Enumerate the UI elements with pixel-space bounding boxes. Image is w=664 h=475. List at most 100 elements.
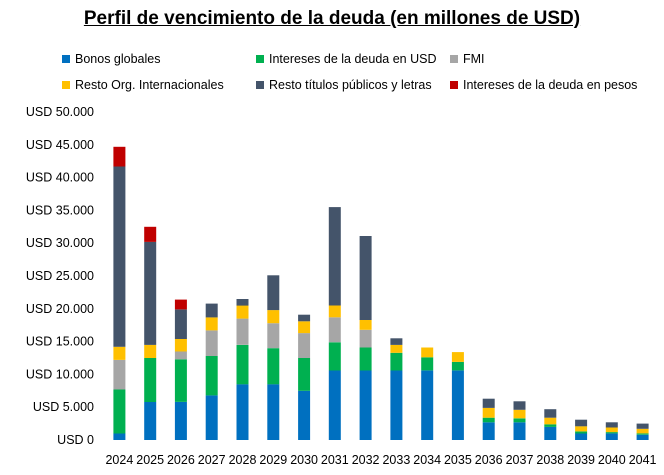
bar-segment [298,358,311,391]
bar-segment [451,361,464,371]
y-tick-label: USD 20.000 [26,302,94,316]
legend-swatch [256,81,264,89]
bar-segment [298,390,311,440]
bar-segment [236,384,249,440]
bar-segment [636,428,649,434]
bar-segment [113,166,126,347]
y-tick-label: USD 25.000 [26,269,94,283]
bar-segment [236,305,249,319]
bar-segment [174,299,187,310]
legend-item: Resto títulos públicos y letras [256,78,432,92]
bar-segment [513,409,526,419]
bar-segment [328,305,341,318]
x-tick-label: 2024 [105,453,133,467]
bar-segment [298,333,311,358]
bar-segment [359,329,372,348]
bar-segment [636,434,649,440]
bar-segment [359,347,372,371]
bar-segment [451,370,464,440]
bar-segment [267,384,280,440]
legend-swatch [62,81,70,89]
bar-segment [575,426,588,432]
legend-label: FMI [463,52,485,66]
bar-segment [298,314,311,322]
x-tick-label: 2027 [198,453,226,467]
legend-label: Bonos globales [75,52,161,66]
x-tick-label: 2035 [444,453,472,467]
bar-segment [267,310,280,324]
bar-segment [267,323,280,349]
bar-segment [605,427,618,433]
bar-segment [513,418,526,423]
y-tick-label: USD 15.000 [26,335,94,349]
y-tick-label: USD 10.000 [26,367,94,381]
bar-segment [605,422,618,428]
bar-segment [328,342,341,371]
bar-segment [144,241,157,345]
legend-item: Resto Org. Internacionales [62,78,224,92]
bar-segment [236,318,249,345]
bar-segment [267,348,280,385]
bar-segment [174,309,187,339]
bar-segment [482,407,495,418]
x-tick-label: 2041 [629,453,657,467]
bar-segment [144,402,157,440]
bar-segment [113,360,126,390]
x-tick-label: 2026 [167,453,195,467]
bar-segment [113,146,126,167]
bar-segment [328,317,341,343]
y-tick-label: USD 35.000 [26,203,94,217]
x-tick-label: 2032 [352,453,380,467]
bar-segment [482,417,495,423]
bar-segment [174,351,187,360]
bar-segment [544,424,557,427]
x-tick-label: 2036 [475,453,503,467]
x-tick-label: 2031 [321,453,349,467]
x-tick-label: 2030 [290,453,318,467]
bar-segment [605,433,618,440]
bar-segment [544,426,557,440]
bar-segment [328,370,341,440]
y-tick-label: USD 0 [57,433,94,447]
bar-segment [267,275,280,311]
legend-swatch [256,55,264,63]
x-tick-label: 2037 [506,453,534,467]
bar-segment [390,352,403,371]
bar-segment [421,347,434,358]
bar-segment [205,303,218,318]
bar-segment [544,417,557,425]
legend-swatch [450,55,458,63]
x-tick-label: 2025 [136,453,164,467]
x-tick-label: 2034 [413,453,441,467]
bar-segment [113,389,126,434]
bar-segment [421,370,434,440]
bar-segment [513,422,526,440]
legend-label: Intereses de la deuda en pesos [463,78,638,92]
bar-segment [236,299,249,306]
legend-swatch [62,55,70,63]
x-tick-label: 2033 [382,453,410,467]
bar-segment [174,339,187,352]
bar-segment [359,236,372,320]
bar-segment [174,359,187,402]
y-tick-label: USD 30.000 [26,236,94,250]
bar-segment [205,395,218,440]
bar-segment [328,207,341,306]
bar-segment [113,346,126,360]
bar-segment [636,433,649,435]
bar-segment [544,409,557,418]
bar-segment [390,338,403,345]
y-tick-label: USD 50.000 [26,105,94,119]
legend-item: FMI [450,52,485,66]
chart-title: Perfil de vencimiento de la deuda (en mi… [83,8,581,29]
legend-swatch [450,81,458,89]
bar-segment [390,370,403,440]
bar-segment [144,358,157,402]
bar-segment [144,226,157,242]
y-tick-label: USD 45.000 [26,138,94,152]
bar-segment [205,356,218,396]
bar-segment [144,344,157,358]
x-tick-label: 2038 [536,453,564,467]
bar-segment [174,402,187,440]
